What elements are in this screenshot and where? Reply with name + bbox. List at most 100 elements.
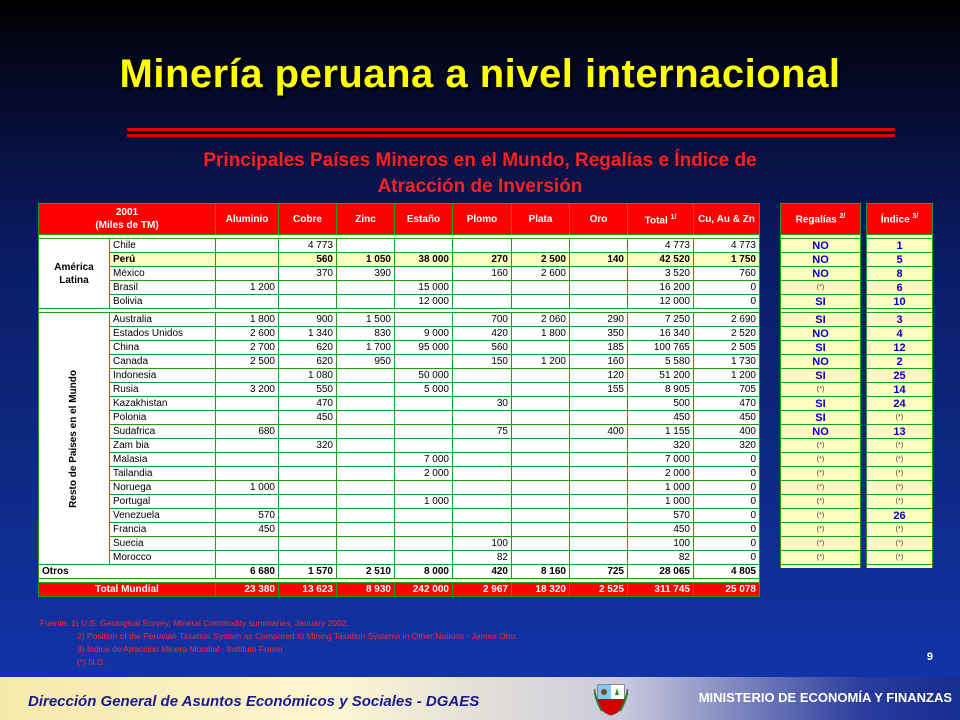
production-table-body: América Latina Chile 4 773 4 773 4 773 Perú 56… (38, 234, 760, 597)
value-cell-estano: 15 000 (394, 280, 453, 295)
value-cell-cu-au-zn: 0 (693, 280, 760, 295)
country-cell: Polonia (109, 410, 216, 425)
total-value-plomo: 2 967 (452, 582, 512, 597)
table-row: Brasil 1 200 15 000 16 200 0 (39, 280, 760, 295)
regalias-cell: (*) (780, 522, 861, 537)
value-cell-zinc (336, 480, 395, 495)
indice-row: (*) (866, 522, 933, 537)
value-cell-oro: 155 (569, 382, 628, 397)
footer-department: Dirección General de Asuntos Económicos … (28, 693, 480, 710)
indice-header: Índice 3/ (866, 203, 933, 235)
indice-cell: 14 (866, 382, 933, 397)
value-cell-plomo (452, 508, 512, 523)
otros-value-plata: 8 160 (511, 564, 570, 579)
country-cell: Sudafrica (109, 424, 216, 439)
indice-cell: (*) (866, 452, 933, 467)
value-cell-plata (511, 494, 570, 509)
footnote-3: 3) Índice de Atracción Minera Mundial - … (77, 644, 284, 654)
table-row: Rusia 3 200 550 5 000 155 8 905 705 (39, 382, 760, 397)
total-row: Total Mundial 23 380 13 623 8 930 242 000 2 9… (38, 582, 760, 597)
regalias-row: SI (780, 340, 861, 355)
value-cell-oro (569, 452, 628, 467)
regalias-cell: SI (780, 410, 861, 425)
value-cell-estano: 5 000 (394, 382, 453, 397)
regalias-row: SI (780, 396, 861, 411)
regalias-cell: NO (780, 252, 861, 267)
header-year-label: 2001 (115, 207, 139, 218)
indice-cell: 3 (866, 312, 933, 327)
value-cell-cu-au-zn: 0 (693, 466, 760, 481)
regalias-cell: SI (780, 340, 861, 355)
value-cell-aluminio (215, 368, 279, 383)
col-header-plomo: Plomo (452, 203, 512, 235)
indice-row: 6 (866, 280, 933, 295)
value-cell-plata (511, 550, 570, 565)
table-row: Tailandia 2 000 2 000 0 (39, 466, 760, 481)
value-cell-total: 42 520 (627, 252, 694, 267)
table-row: Zam bia 320 320 320 (39, 438, 760, 453)
value-cell-plata (511, 536, 570, 551)
value-cell-zinc (336, 382, 395, 397)
value-cell-plomo (452, 438, 512, 453)
country-cell: Kazakhistan (109, 396, 216, 411)
value-cell-plata (511, 396, 570, 411)
regalias-cell: (*) (780, 280, 861, 295)
value-cell-zinc (336, 396, 395, 411)
value-cell-cu-au-zn: 1 730 (693, 354, 760, 369)
table-row: Portugal 1 000 1 000 0 (39, 494, 760, 509)
col-header-cobre: Cobre (278, 203, 337, 235)
col-header-aluminio: Aluminio (215, 203, 279, 235)
indice-cell: (*) (866, 550, 933, 565)
value-cell-total: 3 520 (627, 266, 694, 281)
value-cell-cobre: 550 (278, 382, 337, 397)
total-footnote-ref: 1/ (670, 213, 677, 221)
value-cell-plomo (452, 480, 512, 495)
indice-row: 14 (866, 382, 933, 397)
value-cell-aluminio: 2 600 (215, 326, 279, 341)
regalias-row: (*) (780, 452, 861, 467)
value-cell-estano: 50 000 (394, 368, 453, 383)
indice-row: 3 (866, 312, 933, 327)
indice-row: (*) (866, 410, 933, 425)
value-cell-oro: 185 (569, 340, 628, 355)
value-cell-zinc (336, 424, 395, 439)
indice-cell: 13 (866, 424, 933, 439)
footnote-4: (*) N.D. (77, 657, 106, 667)
table-row: China 2 700 620 1 700 95 000 560 185 100 765 2 5… (39, 340, 760, 355)
regalias-cell: (*) (780, 466, 861, 481)
total-value-plata: 18 320 (511, 582, 570, 597)
total-value-cu-au-zn: 25 078 (693, 582, 760, 597)
country-cell: Australia (109, 312, 216, 327)
region-label-text: Resto de Países en el Mundo (68, 369, 79, 508)
value-cell-plata (511, 280, 570, 295)
total-value-estano: 242 000 (394, 582, 453, 597)
regalias-cell: SI (780, 294, 861, 309)
value-cell-cobre (278, 294, 337, 309)
regalias-row: (*) (780, 536, 861, 551)
indice-row: (*) (866, 438, 933, 453)
footer-ministry: MINISTERIO DE ECONOMÍA Y FINANZAS (698, 690, 952, 705)
value-cell-aluminio: 680 (215, 424, 279, 439)
value-cell-estano: 1 000 (394, 494, 453, 509)
total-value-aluminio: 23 380 (215, 582, 279, 597)
country-cell: Francia (109, 522, 216, 537)
value-cell-aluminio: 1 200 (215, 280, 279, 295)
title-underline-bottom (127, 134, 895, 137)
value-cell-plomo: 82 (452, 550, 512, 565)
value-cell-plata (511, 368, 570, 383)
regalias-cell: (*) (780, 550, 861, 565)
value-cell-zinc (336, 466, 395, 481)
regalias-cell: (*) (780, 452, 861, 467)
value-cell-oro (569, 522, 628, 537)
value-cell-oro: 120 (569, 368, 628, 383)
regalias-cell: NO (780, 238, 861, 253)
value-cell-aluminio (215, 266, 279, 281)
indice-row: 1 (866, 238, 933, 253)
col-header-plata: Plata (511, 203, 570, 235)
value-cell-cobre: 4 773 (278, 238, 337, 253)
indice-cell: 10 (866, 294, 933, 309)
regalias-row: NO (780, 354, 861, 369)
header-year: 2001 (Miles de TM) (38, 203, 216, 235)
value-cell-total: 7 250 (627, 312, 694, 327)
regalias-row: NO (780, 424, 861, 439)
